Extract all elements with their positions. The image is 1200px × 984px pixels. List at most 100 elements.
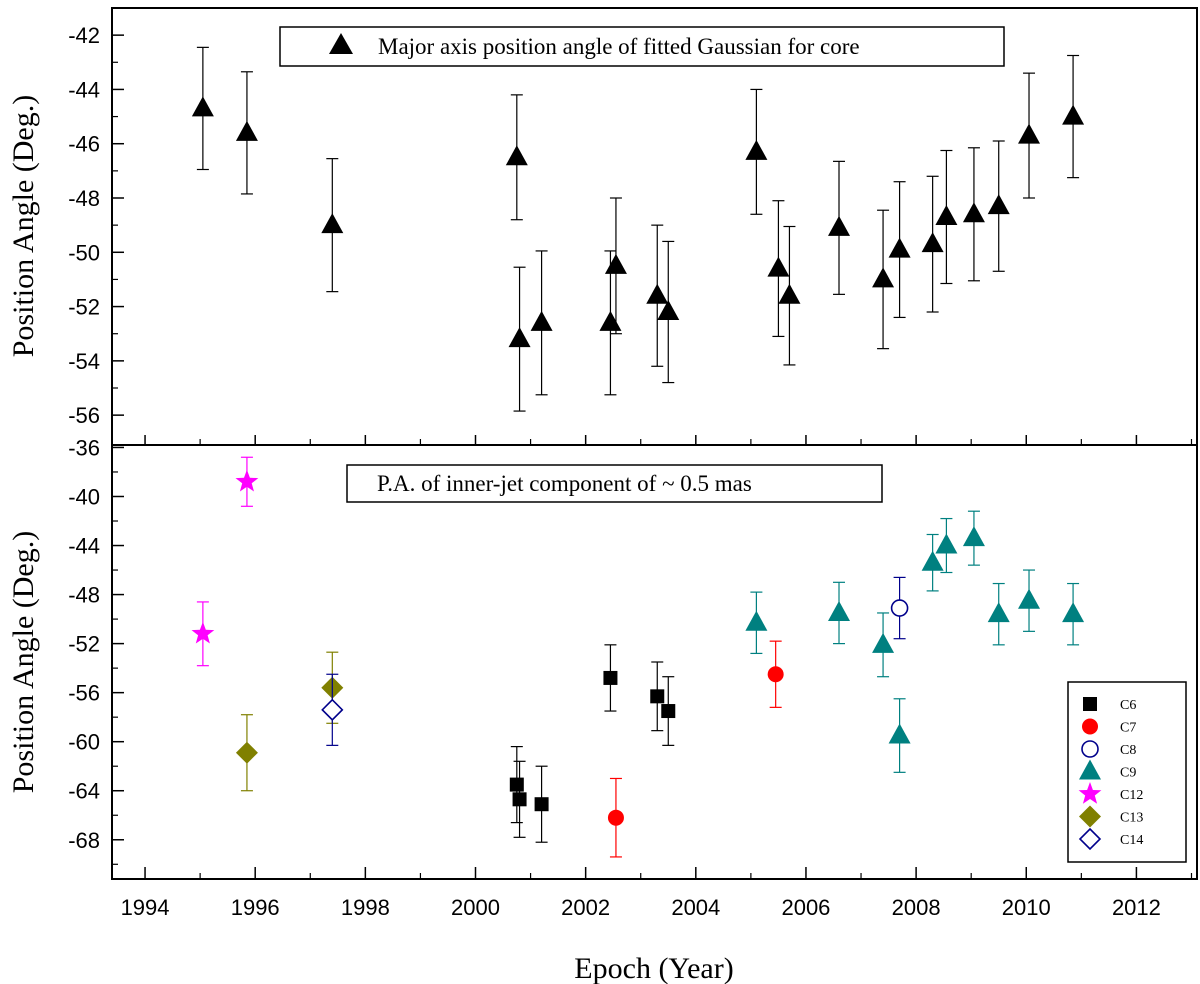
bottom-y-tick-label: -68 (68, 828, 100, 853)
point-c6-3 (603, 670, 618, 685)
point-core-19 (987, 194, 1010, 215)
point-core-5 (530, 310, 553, 331)
top-annotation-text: Major axis position angle of fitted Gaus… (378, 34, 860, 59)
x-tick-label: 2010 (1002, 895, 1051, 920)
top-y-tick-label: -50 (68, 240, 100, 265)
top-y-ticks: -42 -44 -46 -48 -50 -52 -54 -56 (68, 23, 124, 428)
bottom-y-tick-label: -64 (68, 779, 100, 804)
legend-marker-c8 (1081, 740, 1099, 758)
x-tick-label: 1994 (121, 895, 170, 920)
top-y-tick-label: -48 (68, 186, 100, 211)
legend-label-c6: C6 (1120, 698, 1136, 713)
legend-label-c12: C12 (1120, 788, 1143, 803)
bottom-y-tick-label: -60 (68, 730, 100, 755)
x-tick-label: 2002 (561, 895, 610, 920)
point-core-15 (888, 237, 911, 258)
legend-marker-c12 (1078, 782, 1102, 804)
legend: C6 C7 C8 C9 C12 C13 C14 (1067, 681, 1187, 863)
point-c9-3 (888, 723, 911, 744)
point-c6-0 (509, 777, 524, 792)
point-c9-0 (745, 610, 768, 631)
legend-marker-c14 (1078, 827, 1102, 851)
bottom-y-tick-label: -44 (68, 534, 100, 559)
x-tick-label: 2000 (451, 895, 500, 920)
bottom-y-ticks: -36 -40 -44 -48 -52 -56 -60 -64 -68 (68, 435, 124, 865)
top-y-tick-label: -54 (68, 349, 100, 374)
point-c12-0 (191, 621, 215, 644)
point-c6-2 (534, 797, 549, 812)
x-tick-label: 2008 (892, 895, 941, 920)
point-c13-0 (235, 741, 258, 764)
top-marks (191, 46, 1085, 412)
x-tick-label: 1996 (231, 895, 280, 920)
x-tick-label: 2012 (1112, 895, 1161, 920)
point-core-3 (505, 145, 528, 166)
point-core-1 (235, 120, 258, 141)
x-tick-label: 2006 (781, 895, 830, 920)
bottom-y-tick-label: -56 (68, 681, 100, 706)
point-c9-8 (1018, 588, 1041, 609)
point-c9-7 (987, 602, 1010, 623)
point-c6-4 (650, 689, 665, 704)
top-y-axis-label: Position Angle (Deg.) (7, 95, 40, 358)
point-c6-5 (661, 704, 676, 719)
top-annotation-box: Major axis position angle of fitted Gaus… (279, 26, 1005, 67)
point-c9-5 (935, 533, 958, 554)
x-tick-label: 2004 (671, 895, 720, 920)
point-core-12 (778, 283, 801, 304)
x-tick-label: 1998 (341, 895, 390, 920)
legend-label-c14: C14 (1120, 833, 1143, 848)
bottom-marks (191, 456, 1085, 858)
bottom-y-tick-label: -48 (68, 583, 100, 608)
legend-label-c7: C7 (1120, 721, 1136, 736)
legend-label-c9: C9 (1120, 766, 1136, 781)
top-y-tick-label: -44 (68, 77, 100, 102)
top-panel: -42 -44 -46 -48 -50 -52 -54 -56 Major axis posi… (7, 7, 1198, 446)
point-c14-0 (321, 698, 344, 721)
x-axis-ticks: 1994 1996 1998 2000 2002 2004 2006 2008 2010 2012 (121, 435, 1193, 920)
top-y-tick-label: -42 (68, 23, 100, 48)
top-y-tick-label: -46 (68, 132, 100, 157)
point-core-16 (921, 232, 944, 253)
legend-marker-c6 (1083, 697, 1097, 711)
point-c8-0 (890, 599, 909, 617)
point-core-14 (872, 267, 895, 288)
legend-marker-c7 (1082, 718, 1098, 735)
top-annotation-triangle-icon (329, 33, 353, 54)
bottom-y-tick-label: -36 (68, 435, 100, 460)
legend-label-c8: C8 (1120, 743, 1136, 758)
point-core-8 (646, 283, 669, 304)
bottom-y-tick-label: -52 (68, 632, 100, 657)
point-core-9 (657, 300, 680, 320)
bottom-plot-frame (111, 444, 1198, 880)
point-core-0 (191, 96, 214, 117)
point-core-18 (962, 202, 985, 223)
top-y-tick-label: -56 (68, 403, 100, 428)
bottom-y-tick-label: -40 (68, 484, 100, 509)
point-c7-1 (767, 666, 784, 683)
point-c9-1 (828, 600, 851, 621)
point-c9-6 (962, 526, 985, 547)
point-core-20 (1018, 123, 1041, 144)
bottom-annotation-box: P.A. of inner-jet component of ~ 0.5 mas (346, 464, 883, 503)
point-c12-1 (235, 469, 259, 492)
point-c9-2 (872, 632, 895, 653)
bottom-panel: -36 -40 -44 -48 -52 -56 -60 -64 -68 1994 1996 1998… (7, 435, 1198, 984)
point-c6-1 (512, 792, 527, 807)
legend-label-c13: C13 (1120, 811, 1143, 826)
point-core-13 (828, 215, 851, 236)
point-c9-4 (921, 550, 944, 571)
point-c9-9 (1062, 602, 1085, 623)
legend-marker-c9 (1079, 759, 1101, 780)
point-core-4 (508, 327, 531, 348)
top-annotation-frame (279, 26, 1005, 67)
point-core-10 (745, 139, 768, 160)
top-y-tick-label: -52 (68, 295, 100, 320)
x-axis-label: Epoch (Year) (574, 952, 733, 984)
bottom-annotation-frame (346, 464, 883, 503)
legend-marker-c13 (1079, 805, 1101, 828)
bottom-y-axis-label: Position Angle (Deg.) (7, 531, 40, 794)
point-c7-0 (607, 809, 624, 826)
point-core-7 (604, 253, 627, 274)
